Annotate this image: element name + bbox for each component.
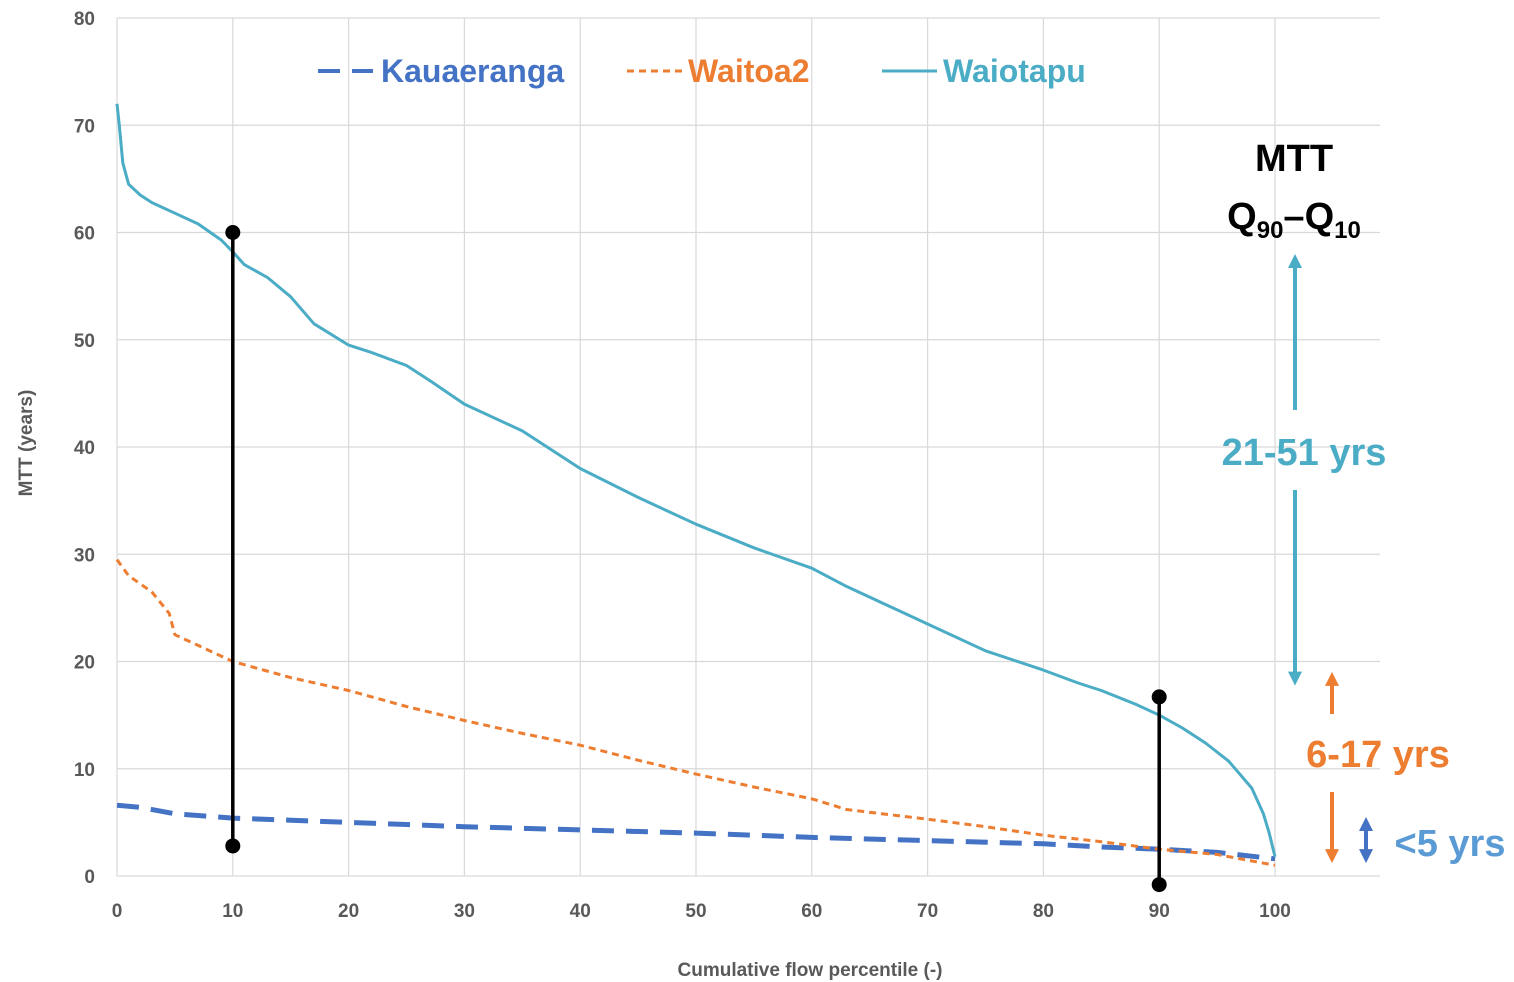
x-tick-label-10: 10 bbox=[222, 901, 243, 922]
q90-subscript: 90 bbox=[1257, 217, 1284, 244]
legend-label-kauaeranga: Kauaeranga bbox=[381, 53, 564, 89]
q-range-heading: Q90–Q10 bbox=[1227, 196, 1361, 244]
x-tick-label-50: 50 bbox=[685, 901, 706, 922]
y-tick-labels: 0 10 20 30 40 50 60 70 80 bbox=[74, 9, 95, 888]
series-layer bbox=[115, 103, 1277, 867]
y-tick-label-60: 60 bbox=[74, 224, 95, 245]
x-tick-labels: 0 10 20 30 40 50 60 70 80 90 100 bbox=[112, 901, 1291, 922]
y-tick-label-80: 80 bbox=[74, 9, 95, 30]
range-label-waiotapu: 21-51 yrs bbox=[1222, 432, 1387, 474]
marker-dot-top-q10 bbox=[225, 225, 241, 240]
series-line-waiotapu bbox=[115, 103, 1277, 858]
arrow-kauaeranga-head-up bbox=[1359, 817, 1373, 832]
legend-label-waitoa2: Waitoa2 bbox=[688, 53, 810, 89]
y-axis-title: MTT (years) bbox=[16, 390, 37, 497]
x-tick-label-80: 80 bbox=[1033, 901, 1054, 922]
arrow-waiotapu-lower-head-down bbox=[1288, 671, 1302, 686]
legend-label-waiotapu: Waiotapu bbox=[943, 53, 1086, 89]
x-axis-title: Cumulative flow percentile (-) bbox=[678, 960, 943, 981]
y-tick-label-0: 0 bbox=[84, 867, 95, 888]
x-tick-label-90: 90 bbox=[1149, 901, 1170, 922]
y-tick-label-70: 70 bbox=[74, 116, 95, 137]
x-tick-label-30: 30 bbox=[454, 901, 475, 922]
arrow-waitoa2-upper-head-up bbox=[1325, 671, 1339, 686]
arrow-waitoa2-lower-head-down bbox=[1325, 849, 1339, 864]
x-tick-label-70: 70 bbox=[917, 901, 938, 922]
q90-letter: Q bbox=[1227, 196, 1257, 238]
marker-dot-top-q90 bbox=[1151, 689, 1167, 705]
marker-dot-bottom-q10 bbox=[225, 838, 241, 854]
y-tick-label-30: 30 bbox=[74, 545, 95, 566]
grid-lines bbox=[116, 17, 1380, 877]
range-label-waitoa2: 6-17 yrs bbox=[1306, 734, 1450, 776]
series-line-kauaeranga bbox=[116, 802, 1276, 862]
mtt-heading: MTT bbox=[1255, 138, 1333, 180]
y-tick-label-20: 20 bbox=[74, 653, 95, 674]
legend: Kauaeranga Waitoa2 Waiotapu bbox=[318, 53, 1086, 89]
x-tick-label-0: 0 bbox=[112, 901, 123, 922]
y-tick-label-50: 50 bbox=[74, 331, 95, 352]
arrow-waiotapu-upper-head-up bbox=[1288, 253, 1302, 268]
q10-subscript: 10 bbox=[1334, 217, 1361, 244]
y-tick-label-10: 10 bbox=[74, 760, 95, 781]
series-line-waitoa2 bbox=[115, 558, 1276, 867]
arrow-kauaeranga-head-down bbox=[1359, 849, 1373, 864]
range-label-kauaeranga: <5 yrs bbox=[1395, 823, 1506, 865]
q10-letter: Q bbox=[1305, 196, 1335, 238]
q-dash: – bbox=[1283, 196, 1304, 238]
marker-dot-bottom-q90 bbox=[1151, 877, 1167, 893]
percentile-markers bbox=[225, 225, 1167, 893]
x-tick-label-40: 40 bbox=[570, 901, 591, 922]
x-tick-label-100: 100 bbox=[1259, 901, 1291, 922]
y-tick-label-40: 40 bbox=[74, 438, 95, 459]
x-tick-label-60: 60 bbox=[801, 901, 822, 922]
x-tick-label-20: 20 bbox=[338, 901, 359, 922]
